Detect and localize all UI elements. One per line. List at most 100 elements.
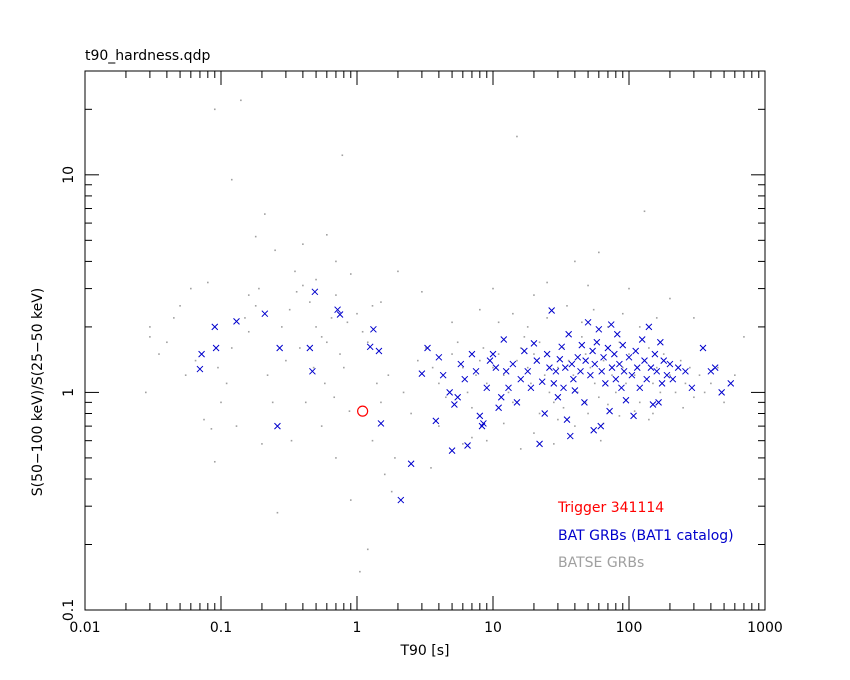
batse-point <box>173 317 175 319</box>
bat-point <box>461 375 469 383</box>
bat-point <box>541 410 549 417</box>
bat-point <box>616 360 623 368</box>
bat-point <box>439 371 447 379</box>
x-tick-label: 0.01 <box>69 620 100 636</box>
batse-point <box>652 412 654 415</box>
bat-point <box>645 323 653 331</box>
bat-point <box>513 399 521 406</box>
bat-point <box>468 350 476 358</box>
batse-point <box>562 406 565 409</box>
bat-point <box>658 380 666 387</box>
batse-point <box>203 418 205 421</box>
x-tick-label: 100 <box>616 620 643 636</box>
batse-point <box>213 108 216 111</box>
batse-point <box>261 443 263 445</box>
bat-point <box>505 384 512 392</box>
bat-point <box>622 396 630 404</box>
bat-point <box>375 347 383 355</box>
x-axis-label: T90 [s] <box>399 643 449 659</box>
bat-point <box>435 353 443 361</box>
bat-point <box>718 389 726 396</box>
batse-point <box>315 326 317 328</box>
batse-point <box>194 359 197 362</box>
bat-point <box>533 357 541 364</box>
bat-point <box>448 447 456 454</box>
batse-point <box>698 374 701 376</box>
batse-point <box>576 391 579 394</box>
bat-point <box>595 325 603 333</box>
batse-point <box>538 412 541 415</box>
batse-point <box>158 353 160 355</box>
bat-point <box>502 367 510 375</box>
batse-point <box>149 326 151 328</box>
batse-point <box>371 439 374 442</box>
batse-point <box>274 249 276 252</box>
x-tick-label: 1 <box>353 620 362 636</box>
batse-point <box>621 312 624 315</box>
bat-point <box>563 416 571 423</box>
batse-point <box>438 382 440 385</box>
legend: Trigger 341114 BAT GRBs (BAT1 catalog) B… <box>557 500 734 571</box>
batse-point <box>734 374 736 376</box>
batse-point <box>566 305 568 307</box>
batse-point <box>451 321 453 324</box>
x-tick-labels: 0.01 0.1 1 10 100 1000 <box>69 620 782 636</box>
batse-point <box>330 317 333 319</box>
batse-point <box>546 317 548 319</box>
batse-point <box>335 260 337 263</box>
batse-point <box>190 287 192 290</box>
bat-point <box>538 378 546 386</box>
trigger-point <box>357 405 369 417</box>
bat-point <box>699 344 707 352</box>
batse-point <box>302 284 304 287</box>
plot-border <box>84 70 766 611</box>
batse-point <box>397 270 399 273</box>
bat-point <box>212 344 220 352</box>
batse-point <box>655 366 658 369</box>
batse-point <box>149 336 151 338</box>
batse-point <box>567 359 570 362</box>
y-axis-label: S(50−100 keV)/S(25−50 keV) <box>30 288 46 496</box>
bat-point <box>451 401 458 408</box>
bat-point <box>608 364 616 371</box>
batse-point <box>288 308 291 311</box>
batse-point <box>593 382 596 385</box>
bat-point <box>674 364 682 371</box>
batse-point <box>516 359 518 362</box>
batse-point <box>431 366 434 369</box>
batse-point <box>462 443 464 445</box>
bat-point <box>682 367 689 375</box>
batse-point <box>475 374 477 376</box>
bat-point <box>524 367 532 375</box>
batse-point <box>659 391 662 394</box>
batse-point <box>625 382 627 385</box>
batse-point <box>394 457 396 459</box>
y-tick-labels: 0.1 1 10 <box>61 166 77 621</box>
batse-point <box>335 457 337 459</box>
batse-point <box>669 297 671 300</box>
bat-point <box>334 306 341 314</box>
batse-point <box>638 326 641 328</box>
batse-point <box>326 341 328 344</box>
batse-point <box>512 312 514 315</box>
bat-point <box>597 422 605 430</box>
batse-point <box>376 382 378 385</box>
batse-point <box>380 301 382 303</box>
bat-point <box>424 344 431 352</box>
bat-point <box>625 353 633 361</box>
batse-point <box>553 401 555 404</box>
batse-point <box>207 281 209 284</box>
bat-point <box>480 420 487 427</box>
batse-point <box>723 401 725 404</box>
bat-point <box>446 389 454 396</box>
batse-point <box>302 243 304 245</box>
batse-point <box>383 473 386 476</box>
batse-point <box>281 326 283 328</box>
legend-trigger: Trigger 341114 <box>557 500 664 516</box>
batse-point <box>482 347 485 349</box>
batse-point <box>607 403 609 406</box>
batse-point <box>584 353 587 355</box>
batse-point <box>526 366 529 369</box>
batse-point <box>417 359 419 362</box>
